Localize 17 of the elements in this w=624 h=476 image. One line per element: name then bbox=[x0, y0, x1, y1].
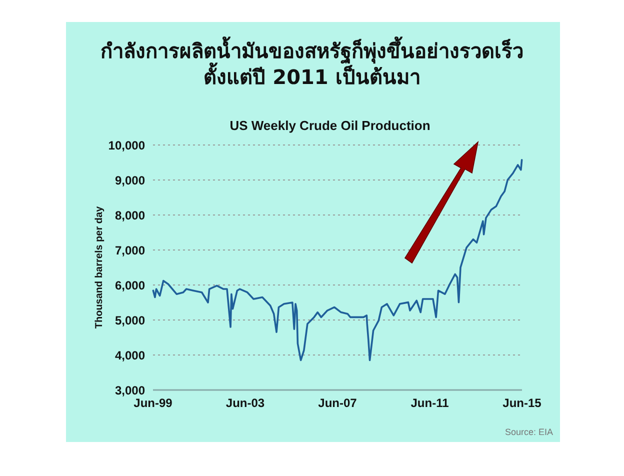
y-tick-label: 8,000 bbox=[114, 208, 146, 222]
source-note: Source: EIA bbox=[504, 427, 553, 437]
y-tick-label: 6,000 bbox=[114, 278, 146, 292]
y-tick-label: 7,000 bbox=[114, 244, 146, 258]
x-tick-label: Jun-07 bbox=[318, 396, 358, 410]
chart-subtitle: US Weekly Crude Oil Production bbox=[230, 118, 430, 133]
x-tick-label: Jun-11 bbox=[410, 396, 450, 410]
x-tick-label: Jun-03 bbox=[226, 396, 265, 410]
chart-title: กำลังการผลิตน้ำมันของสหรัฐก็พุ่งขึ้นอย่างรวดเร็ว ตั้งแต่ปี 2011 เป็นต้นมา bbox=[100, 36, 524, 89]
y-axis-title: Thousand barrels per day bbox=[94, 206, 105, 329]
y-tick-label: 9,000 bbox=[114, 174, 146, 188]
y-tick-label: 4,000 bbox=[114, 348, 146, 362]
y-tick-label: 10,000 bbox=[108, 138, 146, 152]
y-tick-label: 3,000 bbox=[114, 384, 146, 398]
x-tick-label: Jun-15 bbox=[502, 396, 542, 410]
y-tick-label: 5,000 bbox=[114, 314, 146, 328]
x-tick-label: Jun-99 bbox=[134, 396, 173, 410]
